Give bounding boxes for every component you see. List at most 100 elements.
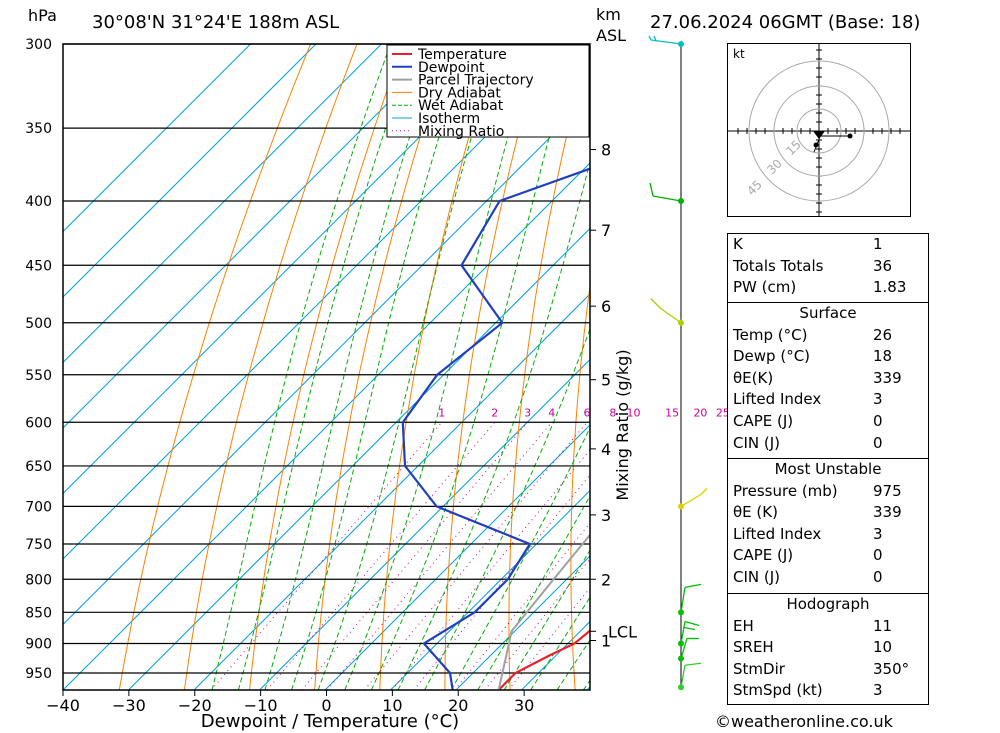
hodograph-stats-row: StmDir 350°: [733, 659, 910, 678]
mixing-ratio-axis-title: Mixing Ratio (g/kg): [613, 349, 632, 500]
most-unstable-panel: Most Unstable Pressure (mb) 975 θE (K) 339…: [727, 458, 929, 594]
most-unstable-row: CIN (J) 0: [733, 567, 883, 586]
mixing-ratio-label: 10: [627, 406, 641, 419]
legend-label: Temperature: [417, 47, 507, 63]
wind-barb: [680, 583, 702, 613]
isotherm-line: [63, 44, 513, 495]
dry-adiabat-line: [118, 44, 312, 690]
km-tick-label: 8: [601, 141, 611, 160]
surface-row: Lifted Index 3: [733, 390, 883, 409]
mixing-ratio-label: 2: [491, 406, 498, 419]
km-tick-label: 7: [601, 221, 611, 240]
mixing-ratio-line: [413, 474, 590, 690]
dry-adiabat-line: [631, 44, 682, 690]
surface-row: Temp (°C) 26: [733, 325, 893, 344]
mixing-ratio-line: [484, 558, 590, 690]
wet-adiabat-line: [291, 44, 469, 690]
location-title: 30°08'N 31°24'E 188m ASL: [92, 12, 339, 33]
hodograph-ring-label-30: 30: [764, 156, 785, 177]
wind-barb: [680, 487, 708, 507]
x-tick-label: 30: [514, 696, 534, 715]
pressure-tick-label: 450: [25, 258, 52, 274]
index-row: PW (cm) 1.83: [733, 278, 907, 297]
mixing-ratio-line: [364, 421, 588, 690]
isotherm-line: [193, 293, 590, 690]
km-tick-label: 3: [601, 506, 611, 525]
asl-unit-label: ASL: [596, 26, 626, 45]
x-tick-label: 10: [382, 696, 402, 715]
dry-adiabat-line: [508, 44, 590, 690]
wet-adiabat-line: [264, 44, 441, 690]
surface-row: Dewp (°C) 18: [733, 347, 893, 366]
mixing-ratio-label: 4: [548, 406, 555, 419]
wind-barb: [649, 182, 682, 202]
pressure-tick-label: 900: [25, 637, 52, 653]
isotherm-line: [63, 44, 579, 560]
isotherm-line: [259, 358, 590, 690]
mixing-ratio-label: 20: [693, 406, 707, 419]
km-tick-label: 6: [601, 297, 611, 316]
hodograph-stats-row: StmSpd (kt) 3: [733, 681, 883, 700]
most-unstable-row: θE (K) 339: [733, 503, 902, 522]
most-unstable-title: Most Unstable: [774, 460, 882, 478]
plot-frame: [62, 43, 591, 691]
dry-adiabat-line: [379, 44, 497, 690]
mixing-ratio-line: [391, 449, 590, 690]
dry-adiabat-line: [314, 44, 451, 690]
pressure-tick-label: 400: [25, 194, 52, 210]
copyright-footer[interactable]: ©weatheronline.co.uk: [715, 712, 893, 731]
mixing-ratio-label: 3: [524, 406, 531, 419]
dry-adiabat-line: [444, 44, 544, 690]
wind-barb: [680, 620, 700, 644]
mixing-ratio-label: 15: [665, 406, 679, 419]
km-unit-label: km: [596, 5, 621, 24]
mixing-ratio-label: 1: [438, 406, 445, 419]
wind-barb: [648, 35, 682, 45]
wet-adiabat-line: [211, 44, 392, 690]
pressure-tick-label: 750: [25, 537, 52, 553]
storm-motion-marker: [813, 131, 825, 139]
km-tick-label: 2: [601, 570, 611, 589]
index-row: Totals Totals 36: [733, 256, 893, 275]
mixing-ratio-label: 25: [716, 406, 730, 419]
most-unstable-row: Pressure (mb) 975: [733, 481, 902, 500]
pressure-tick-label: 700: [25, 499, 52, 515]
isotherm-line: [63, 44, 317, 298]
hodograph-ring-label-15: 15: [783, 137, 804, 158]
hodograph-stats-title: Hodograph: [786, 595, 870, 613]
parcel-trajectory: [497, 533, 590, 690]
legend-label: Mixing Ratio: [418, 124, 504, 140]
wet-adiabat-line: [344, 44, 535, 690]
dry-adiabat-line: [249, 44, 404, 690]
mixing-ratio-label: 8: [609, 406, 616, 419]
hodograph-point: [813, 142, 819, 148]
hodograph-ring-30: [773, 85, 865, 177]
wet-adiabat-line: [370, 44, 575, 690]
wind-barb: [680, 637, 699, 659]
isotherm-line: [324, 424, 590, 690]
surface-title: Surface: [799, 304, 857, 322]
isotherm-line: [63, 44, 382, 364]
dry-adiabat-line: [183, 44, 358, 690]
pressure-tick-label: 850: [25, 605, 52, 621]
x-tick-label: −10: [244, 696, 278, 715]
isotherm-line: [63, 96, 590, 626]
pressure-tick-label: 350: [25, 121, 52, 137]
storm-motion-point: [847, 133, 853, 139]
x-tick-label: 20: [448, 696, 468, 715]
pressure-tick-label: 800: [25, 572, 52, 588]
wet-adiabat-line: [450, 426, 590, 690]
x-tick-label: 0: [321, 696, 331, 715]
mixing-ratio-label: 6: [583, 406, 590, 419]
surface-row: CIN (J) 0: [733, 433, 883, 452]
pressure-tick-label: 300: [25, 37, 52, 53]
hodograph-stats-row: EH 11: [733, 616, 893, 635]
wet-adiabat-line: [424, 327, 590, 690]
x-axis-title: Dewpoint / Temperature (°C): [201, 711, 459, 732]
pressure-tick-label: 600: [25, 415, 52, 431]
mixing-ratio-line: [210, 421, 443, 690]
wet-adiabat-line: [397, 159, 590, 690]
